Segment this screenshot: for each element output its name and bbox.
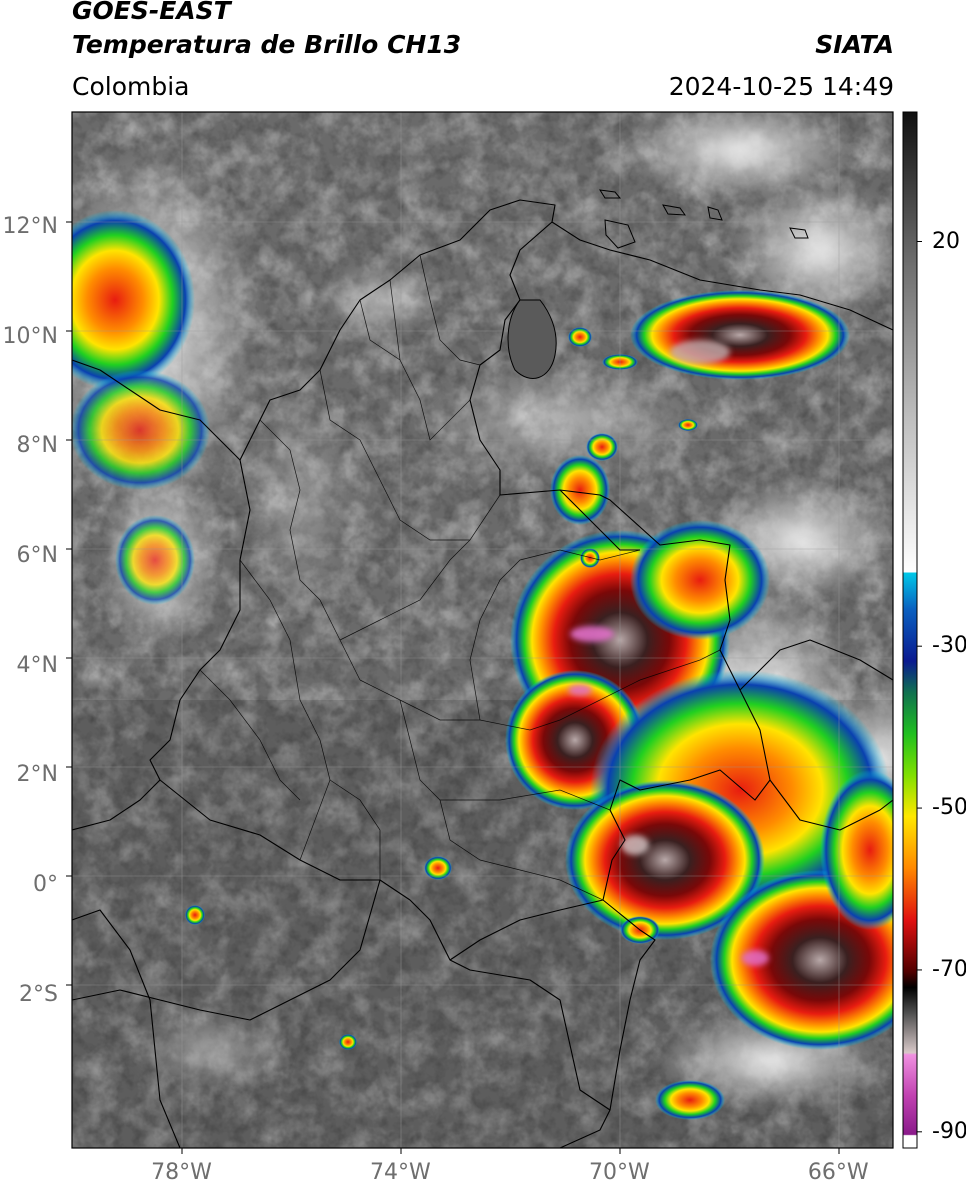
colorbar-tick-label: -70	[932, 956, 966, 982]
product-title: Temperatura de Brillo CH13	[72, 30, 462, 59]
datetime-label: 2024-10-25 14:49	[668, 72, 894, 101]
lon-label: 74°W	[370, 1160, 431, 1185]
satellite-title: GOES-EAST	[72, 0, 231, 25]
lon-label: 78°W	[151, 1160, 212, 1185]
colorbar-tick-label: 20	[932, 228, 960, 254]
venezuela-border	[551, 221, 893, 331]
lat-label: 2°S	[19, 981, 58, 1007]
lat-label: 6°N	[16, 543, 58, 568]
lon-ticks	[181, 1148, 840, 1154]
colorbar-tick-label: -50	[932, 795, 966, 821]
lat-label: 2°N	[16, 762, 58, 788]
lat-label: 8°N	[16, 433, 58, 459]
gridlines	[72, 112, 893, 1148]
caribbean-islands	[599, 189, 809, 249]
colorbar-tick-label: -30	[932, 633, 966, 659]
lat-label: 4°N	[16, 652, 58, 678]
lon-label: 66°W	[807, 1160, 869, 1185]
lake-maracaibo	[507, 299, 557, 379]
region-label: Colombia	[72, 72, 190, 101]
lat-ticks	[66, 221, 72, 986]
lon-label: 70°W	[588, 1160, 650, 1185]
colorbar-tick-label: -90	[932, 1118, 966, 1144]
title-block: GOES-EAST Temperatura de Brillo CH13 Col…	[72, 0, 894, 108]
lat-label: 10°N	[2, 323, 58, 349]
colorbar	[902, 111, 918, 1149]
lat-label: 12°N	[2, 214, 58, 240]
lat-label: 0°	[33, 871, 58, 897]
department-borders	[199, 254, 721, 901]
map-image	[72, 112, 893, 1148]
source-label: SIATA	[815, 30, 894, 59]
map-frame	[71, 111, 894, 1149]
